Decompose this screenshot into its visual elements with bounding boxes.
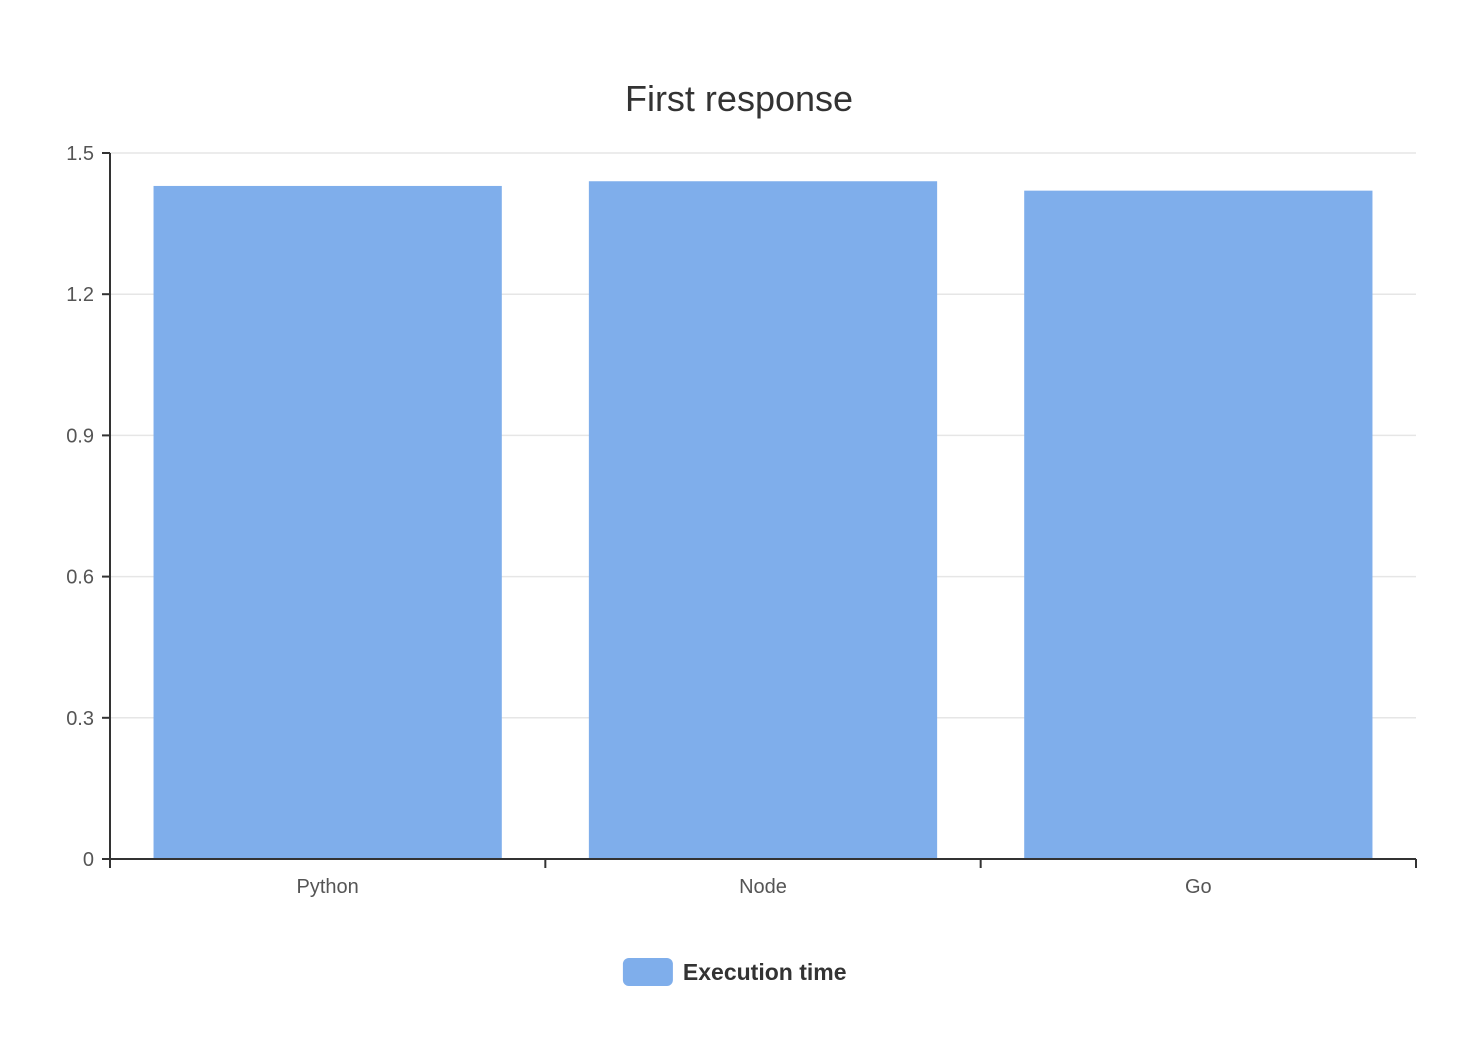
legend-swatch[interactable] — [622, 958, 673, 986]
y-tick-label: 1.2 — [66, 284, 94, 306]
y-tick-label: 0.9 — [66, 425, 94, 447]
bar-go[interactable] — [1024, 190, 1373, 860]
chart-title: First response — [625, 78, 853, 119]
bar-python[interactable] — [153, 185, 502, 860]
bar-node[interactable] — [588, 181, 938, 860]
bars — [153, 181, 1373, 860]
y-tick-label: 0 — [83, 849, 94, 871]
x-tick-label: Node — [739, 876, 787, 898]
y-tick-label: 0.3 — [66, 708, 94, 730]
x-tick-label: Go — [1185, 876, 1212, 898]
legend-label[interactable]: Execution time — [683, 959, 847, 985]
axes: 0 0.3 0.6 0.9 1.2 1.5 Python Node Go — [66, 143, 1417, 898]
x-tick-label: Python — [297, 876, 359, 898]
y-tick-label: 1.5 — [66, 143, 94, 165]
y-tick-label: 0.6 — [66, 567, 94, 589]
legend: Execution time — [622, 958, 847, 986]
